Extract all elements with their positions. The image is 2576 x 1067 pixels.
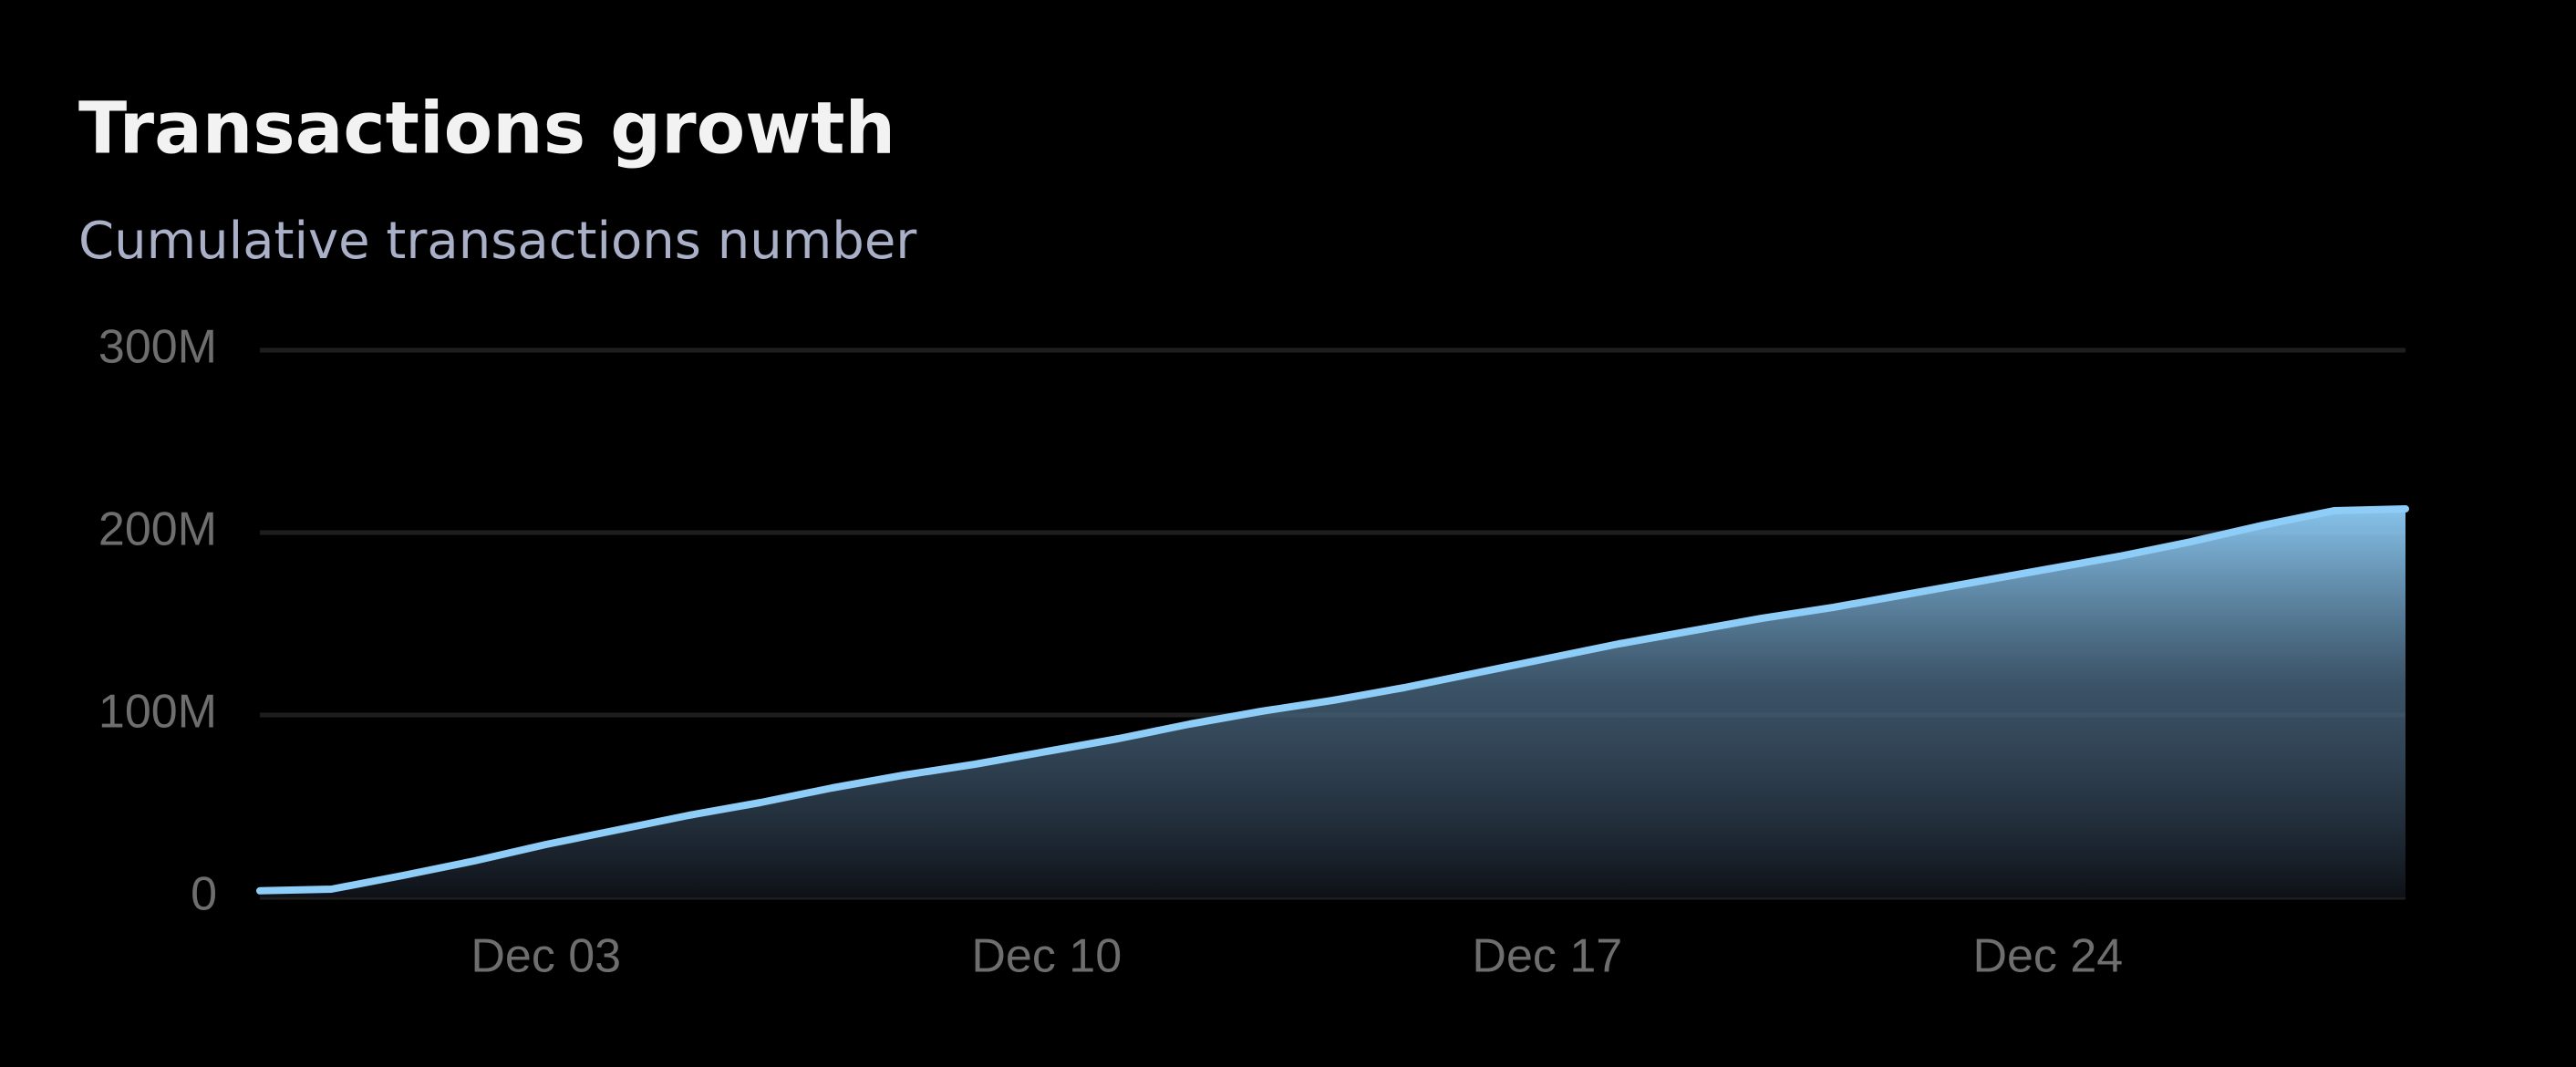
chart-title: Transactions growth <box>78 88 895 170</box>
y-tick-label: 200M <box>98 503 217 556</box>
x-tick-label: Dec 24 <box>1972 930 2123 983</box>
y-tick-label: 100M <box>98 686 217 739</box>
x-tick-label: Dec 10 <box>971 930 1122 983</box>
x-tick-label: Dec 17 <box>1472 930 1622 983</box>
y-tick-label: 300M <box>98 321 217 374</box>
line <box>256 505 2409 895</box>
y-tick-label: 0 <box>191 868 217 921</box>
chart-subtitle: Cumulative transactions number <box>78 212 917 271</box>
x-tick-label: Dec 03 <box>471 930 621 983</box>
